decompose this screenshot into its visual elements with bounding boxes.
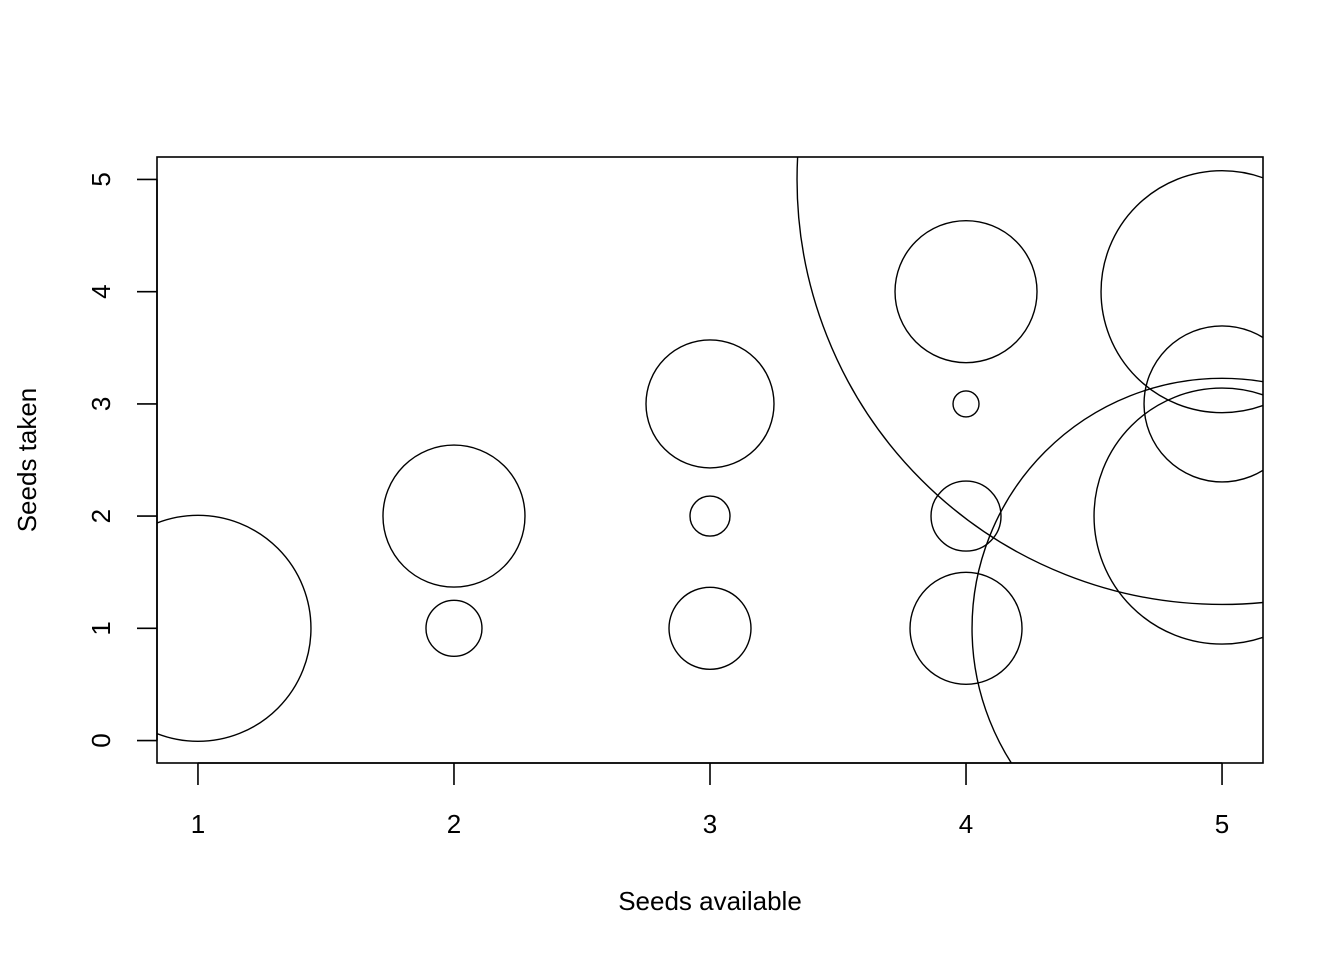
bubble-layer xyxy=(157,157,1263,763)
bubble-point-4 xyxy=(668,586,752,671)
y-tick-label: 1 xyxy=(86,621,116,635)
x-tick-label: 2 xyxy=(447,809,461,839)
plot-frame xyxy=(156,156,1264,764)
y-axis: 0 1 2 3 4 5 xyxy=(86,172,158,748)
x-tick-label: 1 xyxy=(191,809,205,839)
x-tick-label: 3 xyxy=(703,809,717,839)
bubble-point-12 xyxy=(1093,387,1263,645)
bubble-point-11 xyxy=(971,377,1263,763)
bubble-point-15 xyxy=(796,157,1263,606)
y-tick-label: 4 xyxy=(86,284,116,298)
y-tick-label: 3 xyxy=(86,397,116,411)
bubble-point-8 xyxy=(930,480,1002,552)
bubble-point-5 xyxy=(689,495,731,537)
bubble-point-14 xyxy=(1100,170,1263,414)
bubble-point-2 xyxy=(425,599,483,658)
y-tick-label: 0 xyxy=(86,733,116,747)
y-axis-title: Seeds taken xyxy=(12,388,42,533)
x-axis: 1 2 3 4 5 xyxy=(191,762,1229,839)
x-tick-label: 5 xyxy=(1215,809,1229,839)
bubble-point-6 xyxy=(645,339,775,469)
bubble-point-10 xyxy=(894,219,1038,364)
x-tick-label: 4 xyxy=(959,809,973,839)
bubble-point-1 xyxy=(157,514,312,742)
bubble-point-13 xyxy=(1143,325,1263,483)
bubble-point-7 xyxy=(909,571,1023,686)
bubble-point-9 xyxy=(952,390,980,418)
bubble-point-3 xyxy=(382,444,526,588)
y-tick-label: 5 xyxy=(86,172,116,186)
y-tick-label: 2 xyxy=(86,509,116,523)
x-axis-title: Seeds available xyxy=(618,886,802,916)
